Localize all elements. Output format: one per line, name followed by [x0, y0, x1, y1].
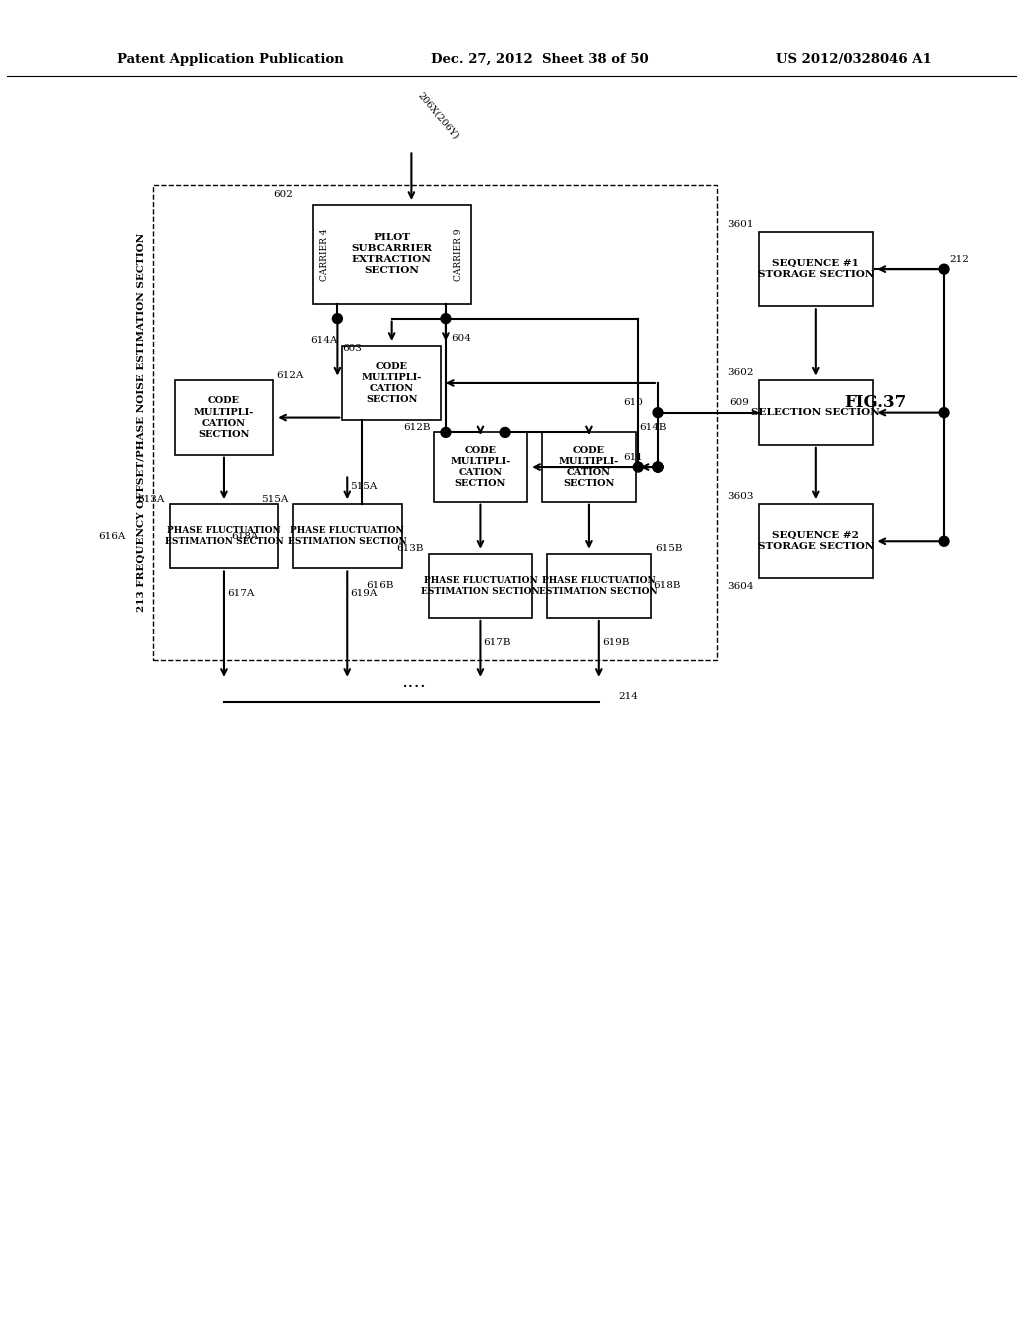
Text: 617B: 617B: [483, 638, 511, 647]
Text: 609: 609: [729, 399, 750, 408]
Text: 515A: 515A: [350, 482, 378, 491]
Circle shape: [500, 428, 510, 437]
Text: FIG.37: FIG.37: [844, 395, 906, 412]
Circle shape: [939, 536, 949, 546]
Text: 3603: 3603: [728, 492, 754, 500]
Text: 3604: 3604: [728, 582, 754, 591]
Text: PHASE FLUCTUATION
ESTIMATION SECTION: PHASE FLUCTUATION ESTIMATION SECTION: [540, 576, 658, 595]
Circle shape: [653, 408, 663, 417]
Bar: [759, 380, 872, 445]
Text: 206X(206Y): 206X(206Y): [417, 90, 461, 140]
Text: 614B: 614B: [639, 422, 667, 432]
Bar: [312, 205, 471, 304]
Text: CODE
MULTIPLI-
CATION
SECTION: CODE MULTIPLI- CATION SECTION: [361, 362, 422, 404]
Text: 213 FREQUENCY OFFSET/PHASE NOISE ESTIMATION SECTION: 213 FREQUENCY OFFSET/PHASE NOISE ESTIMAT…: [136, 232, 145, 612]
Circle shape: [939, 264, 949, 275]
Bar: [175, 380, 273, 454]
Circle shape: [653, 462, 663, 473]
Text: 515A: 515A: [261, 495, 288, 504]
Text: 613A: 613A: [137, 495, 165, 504]
Circle shape: [939, 408, 949, 417]
Bar: [153, 185, 717, 660]
Text: PHASE FLUCTUATION
ESTIMATION SECTION: PHASE FLUCTUATION ESTIMATION SECTION: [421, 576, 540, 595]
Text: CODE
MULTIPLI-
CATION
SECTION: CODE MULTIPLI- CATION SECTION: [559, 446, 620, 488]
Text: 617A: 617A: [227, 589, 254, 598]
Text: 214: 214: [618, 692, 638, 701]
Bar: [342, 346, 441, 420]
Text: 3602: 3602: [728, 368, 754, 378]
Bar: [293, 504, 401, 569]
Bar: [547, 553, 650, 618]
Text: CARRIER 4: CARRIER 4: [321, 228, 329, 281]
Circle shape: [653, 462, 663, 473]
Text: Patent Application Publication: Patent Application Publication: [118, 53, 344, 66]
Text: 3601: 3601: [728, 219, 754, 228]
Text: 602: 602: [273, 190, 293, 199]
Bar: [433, 433, 527, 502]
Bar: [542, 433, 636, 502]
Circle shape: [633, 462, 643, 473]
Text: 618B: 618B: [653, 581, 681, 590]
Text: 616A: 616A: [98, 532, 125, 541]
Text: 611: 611: [624, 453, 643, 462]
Text: 619A: 619A: [350, 589, 378, 598]
Text: 212: 212: [949, 255, 969, 264]
Circle shape: [441, 428, 451, 437]
Text: US 2012/0328046 A1: US 2012/0328046 A1: [776, 53, 932, 66]
Text: 619B: 619B: [602, 638, 630, 647]
Text: 612A: 612A: [276, 371, 304, 380]
Text: 603: 603: [342, 343, 362, 352]
Bar: [759, 232, 872, 306]
Text: SEQUENCE #2
STORAGE SECTION: SEQUENCE #2 STORAGE SECTION: [758, 531, 874, 552]
Text: 616B: 616B: [367, 581, 394, 590]
Text: 618A: 618A: [231, 532, 258, 541]
Circle shape: [333, 314, 342, 323]
Text: 615B: 615B: [655, 544, 683, 553]
Text: 604: 604: [451, 334, 471, 343]
Text: SEQUENCE #1
STORAGE SECTION: SEQUENCE #1 STORAGE SECTION: [758, 259, 874, 280]
Circle shape: [653, 462, 663, 473]
Text: PHASE FLUCTUATION
ESTIMATION SECTION: PHASE FLUCTUATION ESTIMATION SECTION: [288, 527, 407, 546]
Bar: [759, 504, 872, 578]
Bar: [429, 553, 532, 618]
Text: Dec. 27, 2012  Sheet 38 of 50: Dec. 27, 2012 Sheet 38 of 50: [431, 53, 649, 66]
Text: CARRIER 9: CARRIER 9: [455, 228, 463, 281]
Text: 614A: 614A: [310, 337, 337, 346]
Text: ....: ....: [401, 673, 426, 690]
Text: 612B: 612B: [403, 422, 431, 432]
Bar: [170, 504, 279, 569]
Circle shape: [441, 314, 451, 323]
Text: CODE
MULTIPLI-
CATION
SECTION: CODE MULTIPLI- CATION SECTION: [451, 446, 511, 488]
Text: CODE
MULTIPLI-
CATION
SECTION: CODE MULTIPLI- CATION SECTION: [194, 396, 254, 438]
Text: 613B: 613B: [396, 544, 424, 553]
Text: PILOT
SUBCARRIER
EXTRACTION
SECTION: PILOT SUBCARRIER EXTRACTION SECTION: [351, 234, 432, 276]
Text: 610: 610: [624, 399, 643, 408]
Text: SELECTION SECTION: SELECTION SECTION: [752, 408, 881, 417]
Text: PHASE FLUCTUATION
ESTIMATION SECTION: PHASE FLUCTUATION ESTIMATION SECTION: [165, 527, 284, 546]
